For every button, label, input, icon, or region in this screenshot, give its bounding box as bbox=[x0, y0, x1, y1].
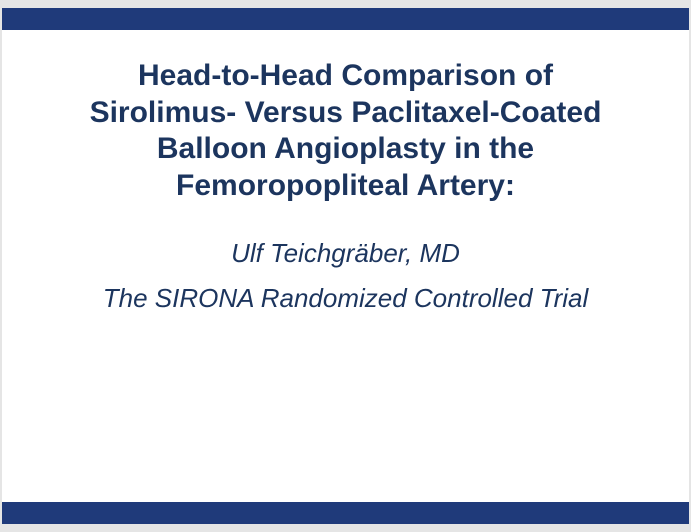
title-line-1: Head-to-Head Comparison of bbox=[138, 59, 553, 92]
bottom-accent-bar bbox=[2, 502, 689, 524]
trial-name: The SIRONA Randomized Controlled Trial bbox=[14, 283, 677, 314]
title-line-3: Balloon Angioplasty in the bbox=[157, 132, 534, 165]
title-line-2: Sirolimus- Versus Paclitaxel-Coated bbox=[90, 96, 602, 129]
presentation-slide: Head-to-Head Comparison of Sirolimus- Ve… bbox=[2, 8, 689, 524]
slide-title: Head-to-Head Comparison of Sirolimus- Ve… bbox=[14, 58, 677, 204]
slide-container: Head-to-Head Comparison of Sirolimus- Ve… bbox=[0, 0, 691, 532]
slide-content: Head-to-Head Comparison of Sirolimus- Ve… bbox=[2, 30, 689, 314]
title-line-4: Femoropopliteal Artery: bbox=[176, 169, 515, 202]
author-name: Ulf Teichgräber, MD bbox=[14, 238, 677, 269]
top-accent-bar bbox=[2, 8, 689, 30]
